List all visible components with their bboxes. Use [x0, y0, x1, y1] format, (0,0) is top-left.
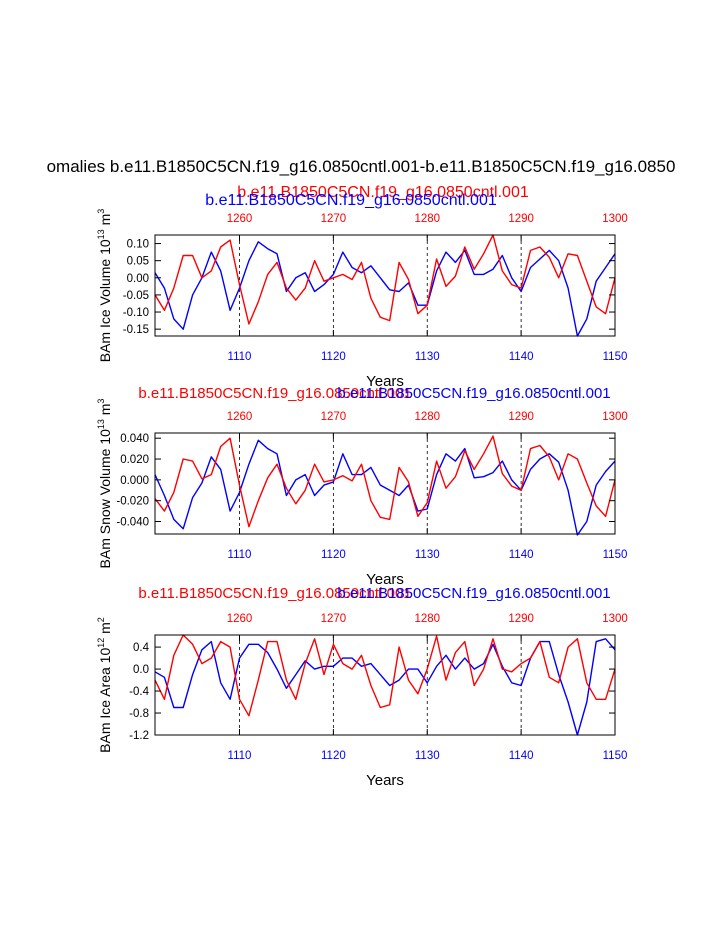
x-tick-label-bottom: 1140 [509, 351, 534, 363]
x-tick-label-bottom: 1130 [415, 750, 440, 762]
caption-red: b.e11.B1850C5CN.f19_g16.0850cntl.001 [138, 585, 411, 602]
y-tick-label: -0.4 [129, 686, 149, 698]
y-tick-label: 0.0 [133, 664, 149, 676]
x-tick-label-top: 1260 [227, 411, 253, 423]
y-axis-title: BAm Ice Volume 1013 m3 [96, 209, 113, 363]
y-tick-label: -0.040 [116, 517, 149, 529]
x-axis-title: Years [366, 571, 404, 588]
y-tick-label: 0.040 [120, 433, 149, 445]
y-axis-title-unit-exponent: 3 [96, 209, 106, 214]
x-tick-label-top: 1290 [508, 613, 534, 625]
caption-blue: b.e11.B1850C5CN.f19_g16.0850cntl.001 [337, 385, 610, 402]
y-tick-label: 0.00 [127, 273, 149, 285]
x-tick-label-top: 1290 [508, 213, 534, 225]
y-axis-title-unit: m [97, 404, 113, 420]
y-tick-label: -1.2 [129, 730, 149, 742]
y-axis-title-text: BAm Ice Volume 10 [97, 239, 113, 362]
series-line-blue [154, 638, 616, 736]
y-tick-label: -0.15 [123, 324, 149, 336]
x-axis-title: Years [366, 373, 404, 390]
y-tick-label: 0.4 [133, 642, 150, 654]
caption-red: b.e11.B1850C5CN.f19_g16.0850cntl.001 [138, 385, 411, 402]
x-tick-label-bottom: 1150 [603, 549, 628, 561]
x-tick-label-bottom: 1120 [321, 549, 346, 561]
x-tick-label-bottom: 1150 [603, 351, 628, 363]
panel-snow-volume: b.e11.B1850C5CN.f19_g16.0850cntl.001b.e1… [96, 385, 628, 588]
y-tick-label: -0.020 [116, 496, 149, 508]
x-tick-label-bottom: 1130 [415, 549, 440, 561]
x-tick-label-bottom: 1150 [603, 750, 628, 762]
x-tick-label-top: 1270 [321, 213, 347, 225]
y-axis-title-unit-exponent: 3 [96, 399, 106, 404]
top-caption-red: b.e11.B1850C5CN.f19_g16.0850cntl.001 [237, 184, 529, 201]
y-tick-label: 0.020 [120, 454, 149, 466]
x-tick-label-bottom: 1140 [509, 750, 534, 762]
x-tick-label-bottom: 1130 [415, 351, 440, 363]
x-tick-label-top: 1270 [321, 411, 347, 423]
x-tick-label-top: 1260 [227, 213, 253, 225]
y-axis-title-unit: m [97, 622, 113, 638]
plot-frame [154, 432, 616, 535]
x-tick-label-top: 1300 [602, 411, 628, 423]
y-tick-label: -0.10 [123, 307, 149, 319]
y-axis-title-text: BAm Snow Volume 10 [97, 429, 113, 569]
plot-frame [154, 234, 616, 337]
y-tick-label: -0.8 [129, 708, 149, 720]
x-tick-label-top: 1260 [227, 613, 253, 625]
y-axis-title-text: BAm Ice Area 10 [97, 648, 113, 753]
x-tick-label-bottom: 1120 [321, 351, 346, 363]
series-line-red [154, 435, 616, 528]
x-tick-label-bottom: 1140 [509, 549, 534, 561]
y-tick-label: 0.000 [120, 475, 149, 487]
x-tick-label-bottom: 1110 [228, 750, 252, 762]
series-line-blue [154, 439, 616, 536]
series-line-red [154, 634, 616, 717]
x-tick-label-bottom: 1110 [228, 549, 252, 561]
series-line-blue [154, 241, 616, 337]
y-axis-title: BAm Ice Area 1012 m2 [96, 617, 113, 753]
x-tick-label-top: 1270 [321, 613, 347, 625]
y-axis-title-unit: m [97, 214, 113, 230]
series-line-red [154, 234, 616, 325]
x-tick-label-top: 1300 [602, 213, 628, 225]
y-axis-title: BAm Snow Volume 1013 m3 [96, 399, 113, 569]
y-axis-title-exponent: 12 [96, 638, 106, 648]
x-tick-label-bottom: 1120 [321, 750, 346, 762]
main-title: omalies b.e11.B1850C5CN.f19_g16.0850cntl… [47, 157, 676, 176]
y-axis-title-exponent: 13 [96, 229, 106, 239]
x-tick-label-top: 1300 [602, 613, 628, 625]
y-axis-title-unit-exponent: 2 [96, 617, 106, 622]
plot-frame [154, 634, 616, 736]
caption-blue: b.e11.B1850C5CN.f19_g16.0850cntl.001 [337, 585, 610, 602]
x-tick-label-top: 1280 [414, 613, 440, 625]
x-tick-label-top: 1290 [508, 411, 534, 423]
y-tick-label: -0.05 [123, 290, 149, 302]
x-tick-label-top: 1280 [414, 213, 440, 225]
y-axis-title-exponent: 13 [96, 419, 106, 429]
panel-ice-volume: 0.10 0.05 0.00 -0.05 -0.10 -0.15 1110 1120 1130 1… [96, 209, 628, 390]
y-tick-label: 0.10 [127, 239, 149, 251]
x-tick-label-top: 1280 [414, 411, 440, 423]
x-tick-label-bottom: 1110 [228, 351, 252, 363]
panel-ice-area: b.e11.B1850C5CN.f19_g16.0850cntl.001b.e1… [96, 585, 628, 789]
top-caption-blue: b.e11.B1850C5CN.f19_g16.0850cntl.001 [205, 192, 497, 209]
y-tick-label: 0.05 [127, 256, 149, 268]
x-axis-title: Years [366, 772, 404, 789]
